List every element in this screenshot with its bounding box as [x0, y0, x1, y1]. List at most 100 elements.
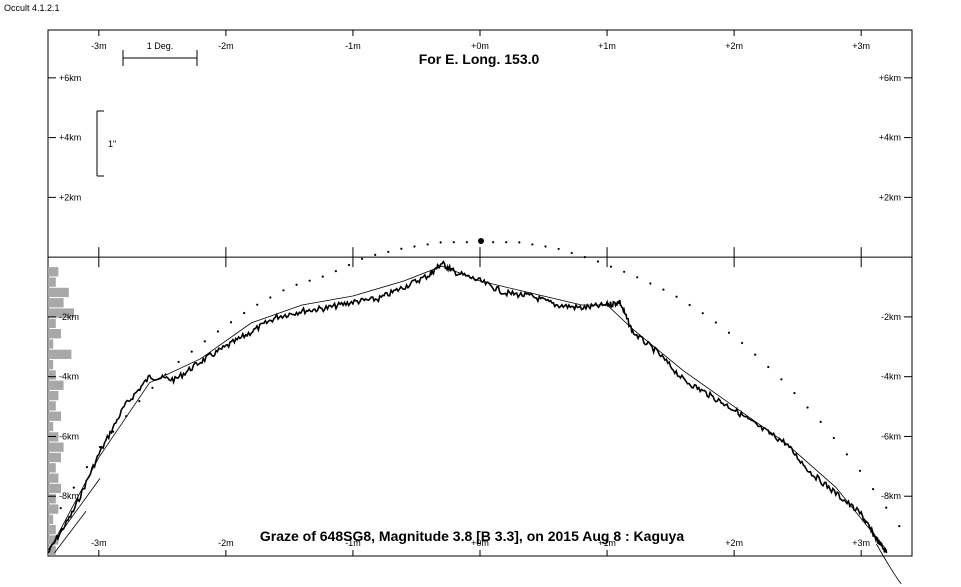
histogram-bar — [48, 473, 59, 483]
y-tick-label-left: +4km — [59, 133, 81, 143]
histogram-bar — [48, 411, 61, 421]
mean-limb-dot — [780, 378, 783, 381]
mean-limb-dot — [269, 296, 272, 299]
histogram-bar — [48, 535, 59, 545]
mean-limb-dot — [740, 341, 744, 345]
mean-limb-dot — [164, 373, 167, 376]
plot-frame — [47, 29, 913, 557]
histogram-bar — [48, 483, 61, 494]
y-tick-label-right: -4km — [881, 372, 901, 382]
mean-limb-dot — [452, 241, 455, 244]
x-tick-label-bottom: -3m — [91, 538, 107, 548]
histogram-left — [48, 267, 74, 555]
histogram-bar — [48, 463, 56, 473]
mean-limb-dot — [531, 243, 534, 246]
mean-limb-dot — [754, 353, 757, 356]
mean-limb-dot — [347, 263, 351, 267]
y-tick-label-right: -6km — [881, 431, 901, 441]
histogram-bar — [48, 504, 59, 514]
app-title: Occult 4.1.2.1 — [4, 3, 60, 13]
x-tick-label-top: -3m — [91, 41, 107, 51]
mean-limb-dot — [649, 282, 652, 285]
mean-limb-dot — [413, 245, 416, 248]
x-tick-label-bottom: -2m — [218, 538, 234, 548]
chart-footer: Graze of 648SG8, Magnitude 3.8 [B 3.3], … — [260, 528, 684, 544]
mean-limb-dot — [400, 247, 403, 250]
histogram-bar — [48, 329, 61, 339]
mean-limb-dot — [714, 321, 717, 324]
mean-limb-dot — [387, 250, 390, 253]
histogram-bar — [48, 359, 54, 370]
mean-limb-dot — [465, 241, 468, 244]
histogram-bar — [48, 514, 54, 525]
mean-limb-dot — [505, 241, 508, 244]
rugged-profile-line — [47, 260, 888, 554]
histogram-bar — [48, 349, 72, 359]
histogram-bar — [48, 370, 56, 380]
mean-limb-dot — [701, 312, 704, 315]
mean-limb-dot — [636, 276, 639, 279]
mean-limb-dot — [688, 303, 691, 307]
mean-limb-dot — [282, 289, 285, 292]
mean-limb-dot — [229, 321, 233, 324]
mean-limb-dot — [623, 270, 626, 273]
y-tick-label-right: -2km — [881, 312, 901, 322]
x-tick-label-bottom: +0m — [471, 538, 489, 548]
axes: -3m -3m -2m -2m -1m -1m +0m +0m +1m +1m +2m +2m +3m +… — [48, 30, 912, 556]
mean-limb-dot — [374, 253, 377, 256]
chart-title: For E. Long. 153.0 — [419, 51, 540, 67]
histogram-bar — [48, 525, 56, 535]
y-tick-label-right: +6km — [879, 73, 901, 83]
mean-limb-dot — [609, 265, 613, 268]
mean-limb-dot — [832, 436, 835, 440]
mean-limb-dot — [806, 406, 809, 409]
x-tick-label-top: -1m — [345, 41, 361, 51]
histogram-bar — [48, 339, 54, 349]
lower-left-tangent-line — [47, 478, 101, 551]
x-tick-label-top: +0m — [471, 41, 489, 51]
mean-limb-dot — [85, 465, 89, 469]
mean-limb-dot — [596, 260, 600, 263]
mean-limb-dot — [151, 386, 154, 389]
histogram-bar — [48, 318, 56, 329]
series-layer — [47, 241, 902, 585]
mean-limb-dot — [98, 445, 102, 449]
arcsec-scale-label: 1" — [108, 139, 116, 149]
y-tick-label-left: -8km — [59, 491, 79, 501]
x-tick-label-top: +2m — [725, 41, 743, 51]
mean-limb-dot — [727, 331, 731, 334]
mean-limb-dot — [426, 243, 429, 246]
mean-limb-dot — [177, 360, 180, 364]
mean-limb-dot — [72, 486, 75, 489]
y-tick-label-left: +2km — [59, 192, 81, 202]
lower-left-tangent-line — [54, 510, 87, 554]
histogram-bar — [48, 298, 64, 308]
mean-limb-dot — [360, 257, 364, 260]
center-marker — [478, 238, 484, 244]
x-tick-label-top: +3m — [852, 41, 870, 51]
mean-limb-dot — [190, 350, 193, 353]
lower-right-tangent-line — [876, 543, 902, 585]
x-tick-label-top: -2m — [218, 41, 234, 51]
mean-limb-dot — [583, 256, 586, 259]
mean-limb-dot — [112, 430, 115, 433]
histogram-bar — [48, 401, 56, 411]
y-tick-label-left: -6km — [59, 431, 79, 441]
mean-limb-dot — [898, 525, 901, 528]
histogram-bar — [48, 277, 56, 287]
mean-limb-dot — [819, 420, 822, 423]
mean-limb-dot — [334, 270, 337, 273]
x-tick-label-bottom: +1m — [598, 538, 616, 548]
mean-limb-dot — [295, 283, 298, 286]
x-tick-label-bottom: +2m — [725, 538, 743, 548]
mean-limb-dot — [492, 241, 495, 244]
mean-limb-dot — [885, 506, 888, 509]
x-tick-label-bottom: +3m — [852, 538, 870, 548]
mean-limb-dot — [308, 279, 311, 282]
histogram-bar — [48, 287, 69, 298]
y-tick-label-right: -8km — [881, 491, 901, 501]
histogram-bar — [48, 421, 54, 432]
y-tick-label-left: +6km — [59, 73, 81, 83]
degree-scale-label: 1 Deg. — [147, 41, 174, 51]
mean-limb-dot — [662, 288, 665, 291]
